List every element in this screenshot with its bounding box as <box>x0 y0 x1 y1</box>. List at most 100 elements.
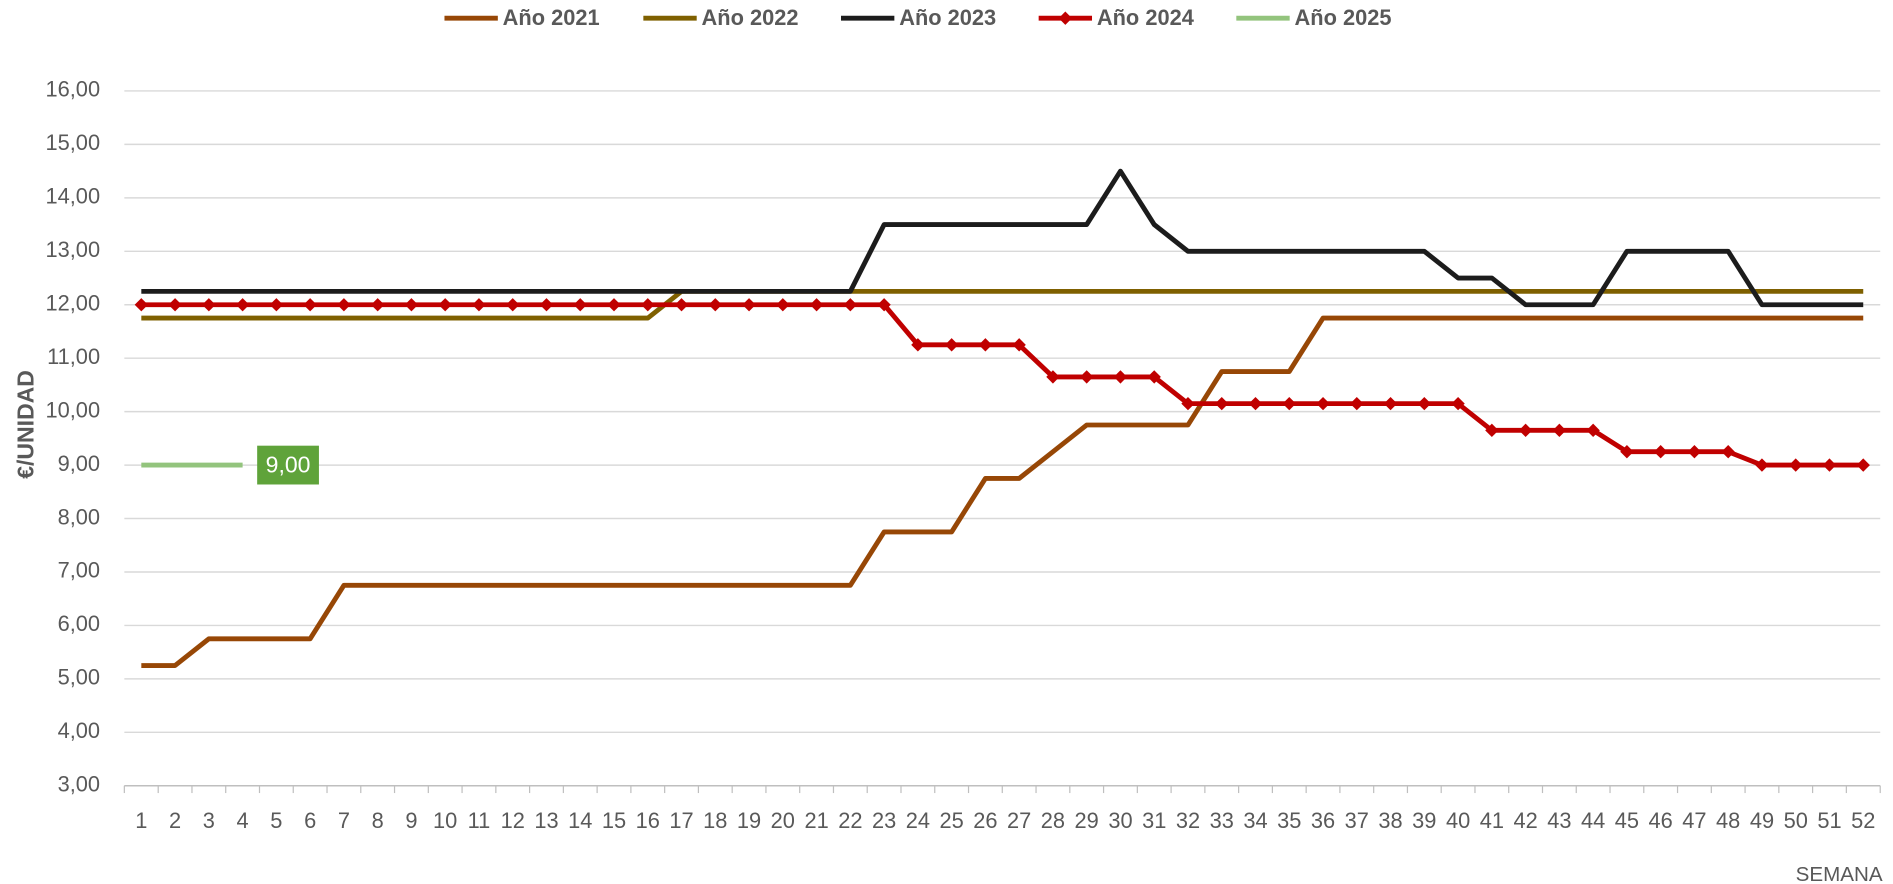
point-marker <box>742 298 756 312</box>
x-tick-label: 5 <box>270 808 282 833</box>
point-marker <box>708 298 722 312</box>
x-tick-label: 2 <box>169 808 181 833</box>
x-tick-label: 3 <box>203 808 215 833</box>
point-marker <box>404 298 419 312</box>
point-marker <box>303 298 317 312</box>
y-tick-label: 5,00 <box>58 665 100 690</box>
point-marker <box>438 298 452 312</box>
x-tick-label: 17 <box>669 808 693 833</box>
x-tick-label: 19 <box>737 808 761 833</box>
point-marker <box>134 298 148 312</box>
x-tick-label: 16 <box>636 808 660 833</box>
point-marker <box>337 298 351 312</box>
point-marker <box>1518 423 1533 438</box>
x-tick-label: 15 <box>602 808 626 833</box>
x-tick-label: 29 <box>1075 808 1099 833</box>
x-tick-label: 41 <box>1480 808 1504 833</box>
y-tick-label: 11,00 <box>47 344 100 369</box>
point-marker <box>809 298 824 312</box>
y-tick-label: 6,00 <box>58 611 100 636</box>
x-tick-label: 34 <box>1243 808 1267 833</box>
point-marker <box>1113 370 1128 384</box>
y-tick-label: 9,00 <box>58 451 100 476</box>
point-marker <box>1147 370 1161 384</box>
x-tick-label: 22 <box>838 808 862 833</box>
y-tick-label: 15,00 <box>45 130 100 155</box>
point-marker <box>269 298 284 312</box>
y-tick-label: 8,00 <box>58 504 100 529</box>
point-marker <box>1653 445 1668 459</box>
x-tick-label: 12 <box>501 808 525 833</box>
x-tick-label: 10 <box>433 808 457 833</box>
x-tick-label: 33 <box>1210 808 1234 833</box>
point-marker <box>944 338 959 352</box>
point-marker <box>370 298 385 312</box>
point-marker <box>1620 445 1634 459</box>
x-tick-label: 20 <box>771 808 795 833</box>
point-marker <box>1856 458 1870 472</box>
x-tick-label: 4 <box>237 808 249 833</box>
point-marker <box>1012 338 1026 352</box>
x-tick-label: 45 <box>1615 808 1639 833</box>
point-marker <box>1687 445 1702 459</box>
x-tick-label: 42 <box>1513 808 1537 833</box>
y-tick-label: 10,00 <box>45 397 100 422</box>
x-tick-label: 49 <box>1750 808 1774 833</box>
x-tick-label: 44 <box>1581 808 1605 833</box>
point-marker <box>776 298 790 312</box>
x-tick-label: 50 <box>1784 808 1808 833</box>
y-tick-label: 4,00 <box>58 718 100 743</box>
series-line <box>141 288 1864 321</box>
x-tick-label: 23 <box>872 808 896 833</box>
x-tick-label: 35 <box>1277 808 1301 833</box>
x-tick-label: 36 <box>1311 808 1335 833</box>
x-tick-label: 47 <box>1682 808 1706 833</box>
legend-label: Año 2025 <box>1295 5 1392 30</box>
x-axis-label: SEMANA <box>1796 863 1883 884</box>
point-marker <box>1586 423 1600 438</box>
x-tick-label: 24 <box>906 808 930 833</box>
x-tick-label: 9 <box>405 808 417 833</box>
x-tick-label: 28 <box>1041 808 1065 833</box>
point-marker <box>1248 396 1263 411</box>
x-tick-label: 14 <box>568 808 592 833</box>
x-tick-label: 1 <box>135 808 147 833</box>
point-marker <box>911 338 925 352</box>
point-marker <box>1080 370 1094 384</box>
point-marker <box>641 298 655 312</box>
point-marker <box>235 298 250 312</box>
point-marker <box>607 298 621 312</box>
series-line <box>141 302 1864 468</box>
x-tick-label: 52 <box>1851 808 1875 833</box>
point-marker <box>506 298 520 312</box>
point-marker <box>1383 396 1398 411</box>
x-tick-label: 21 <box>804 808 828 833</box>
point-marker <box>674 298 689 312</box>
point-marker <box>472 298 486 312</box>
y-tick-label: 16,00 <box>45 77 100 102</box>
x-tick-label: 38 <box>1378 808 1402 833</box>
x-tick-label: 48 <box>1716 808 1740 833</box>
x-tick-label: 27 <box>1007 808 1031 833</box>
legend-marker <box>1058 11 1073 25</box>
y-tick-label: 13,00 <box>45 237 100 262</box>
y-tick-label: 3,00 <box>58 772 100 797</box>
point-marker <box>1789 458 1803 472</box>
point-marker <box>168 298 182 312</box>
x-tick-label: 37 <box>1345 808 1369 833</box>
point-marker <box>1282 396 1296 411</box>
point-marker <box>1316 396 1330 411</box>
x-tick-label: 8 <box>372 808 384 833</box>
x-tick-label: 30 <box>1108 808 1132 833</box>
x-tick-label: 7 <box>338 808 350 833</box>
series-line <box>141 168 1864 308</box>
point-marker <box>1181 396 1195 411</box>
x-tick-label: 51 <box>1817 808 1841 833</box>
point-marker <box>1215 396 1229 411</box>
legend-label: Año 2024 <box>1097 5 1195 30</box>
point-marker <box>202 298 216 312</box>
x-tick-label: 13 <box>534 808 558 833</box>
x-tick-label: 40 <box>1446 808 1470 833</box>
data-label: 9,00 <box>266 451 311 477</box>
